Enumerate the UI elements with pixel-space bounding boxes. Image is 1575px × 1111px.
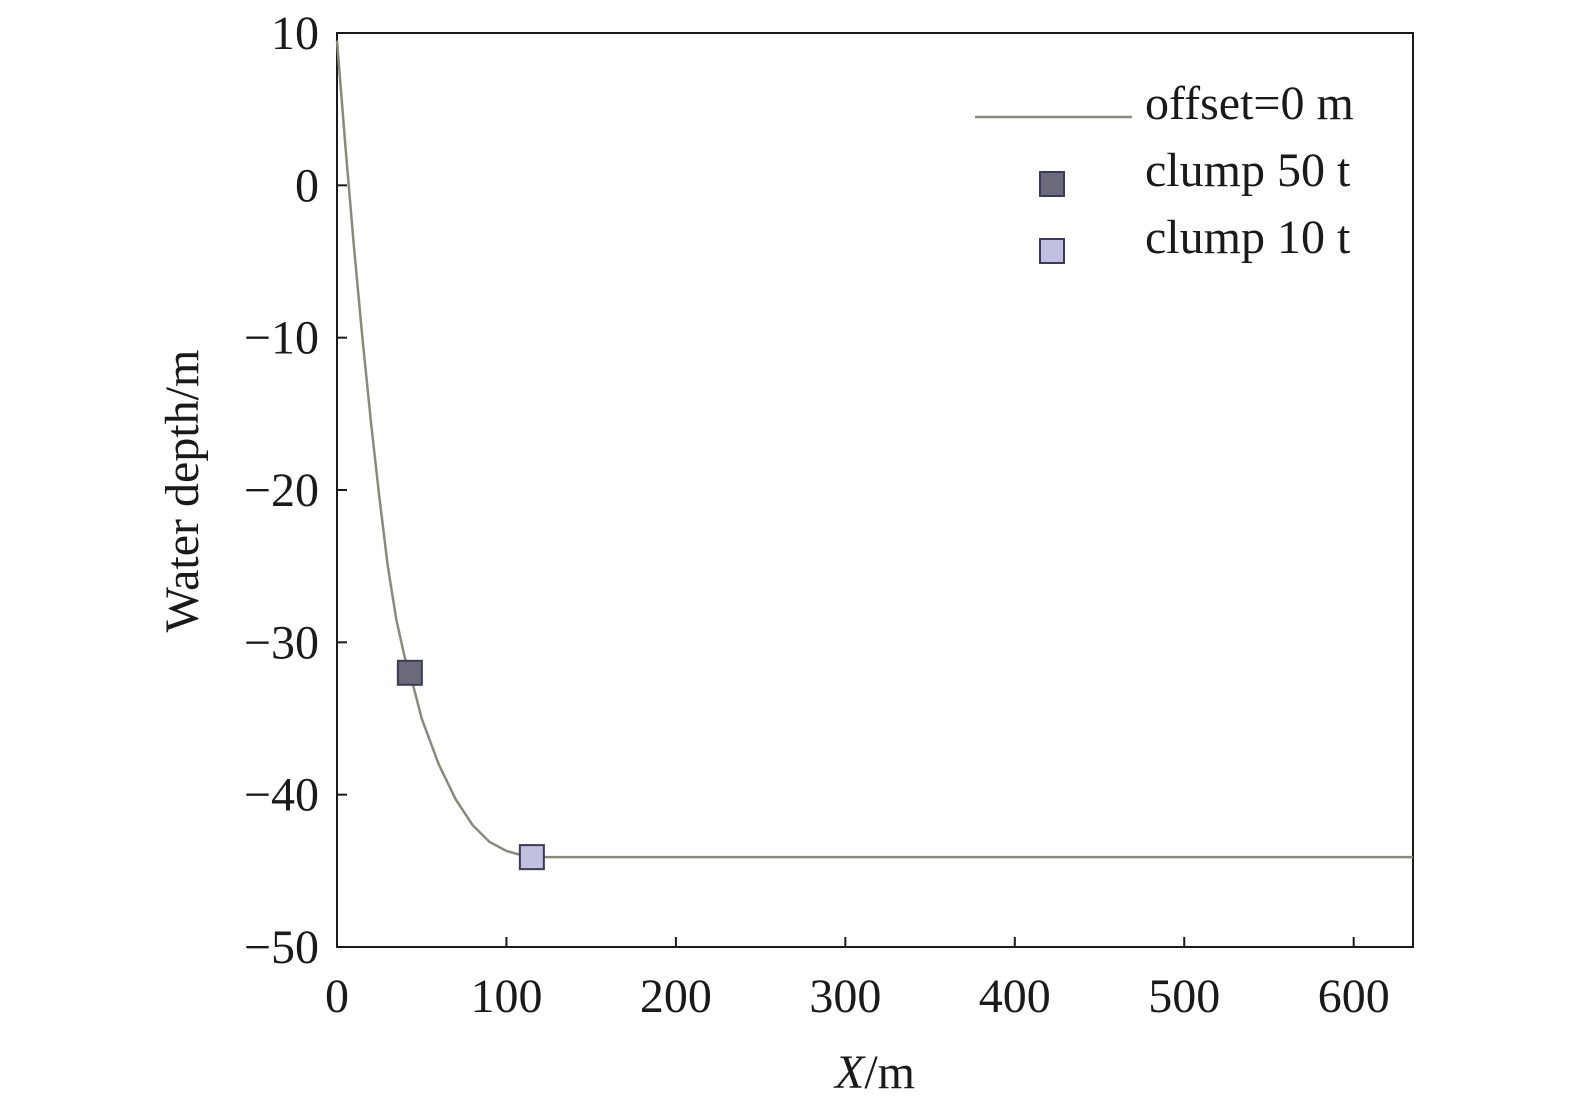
x-axis-label-unit: /m xyxy=(864,1046,915,1099)
x-tick-label: 300 xyxy=(809,970,881,1023)
x-tick-label: 100 xyxy=(470,970,542,1023)
legend-swatch-clump-50t xyxy=(1039,171,1065,197)
x-tick-label: 600 xyxy=(1318,970,1390,1023)
marker-clump-10t xyxy=(518,844,545,871)
y-axis-label: Water depth/m xyxy=(156,350,209,633)
x-tick-label: 0 xyxy=(325,970,349,1023)
series-line-offset-0 xyxy=(335,40,1413,859)
x-tick-label: 400 xyxy=(979,970,1051,1023)
legend-swatch-clump-10t xyxy=(1039,238,1065,264)
y-tick-label: 10 xyxy=(271,7,319,60)
marker-clump-50t xyxy=(396,659,423,686)
x-axis-label-var: X xyxy=(833,1046,866,1099)
y-tick-label: −30 xyxy=(244,616,319,669)
legend-label: clump 50 t xyxy=(1145,144,1351,197)
y-tick-label: −20 xyxy=(244,464,319,517)
x-tick-label: 500 xyxy=(1148,970,1220,1023)
y-tick-label: −40 xyxy=(244,769,319,822)
y-tick-label: 0 xyxy=(295,159,319,212)
x-tick-label: 200 xyxy=(640,970,712,1023)
legend-label: clump 10 t xyxy=(1145,211,1351,264)
y-tick-label: −10 xyxy=(244,312,319,365)
x-axis-label: X/m xyxy=(833,1046,915,1099)
legend-label: offset=0 m xyxy=(1145,77,1354,130)
y-tick-label: −50 xyxy=(244,921,319,974)
